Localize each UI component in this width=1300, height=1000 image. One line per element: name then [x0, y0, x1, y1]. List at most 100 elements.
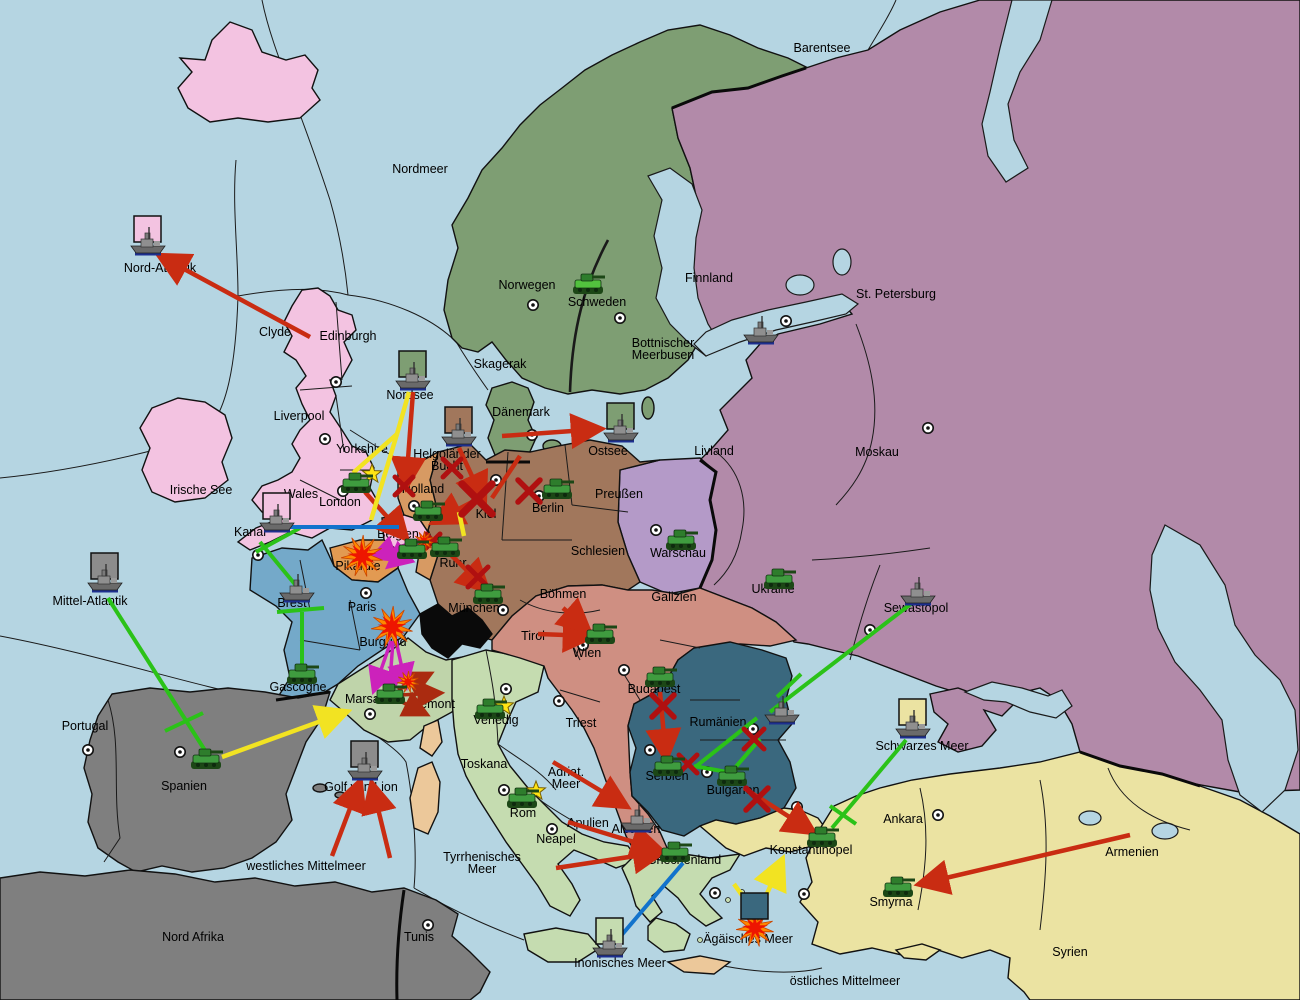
order-attack [913, 832, 1131, 895]
province-label: östliches Mittelmeer [790, 974, 900, 988]
fleet-unit[interactable] [620, 804, 656, 833]
province-label: Nordmeer [392, 162, 448, 176]
fleet-unit[interactable] [743, 316, 779, 345]
army-unit[interactable] [507, 787, 539, 808]
fleet-unit[interactable] [900, 577, 936, 606]
province-label: Golf von Lion [324, 780, 398, 794]
province-label: Spanien [161, 779, 207, 793]
sea-of-azov [963, 681, 1073, 719]
fleet-unit[interactable] [603, 402, 639, 443]
army-unit[interactable] [653, 755, 685, 776]
island-corsica [419, 719, 443, 757]
province-label: Edinburgh [320, 329, 377, 343]
army-unit[interactable] [430, 536, 462, 557]
army-unit[interactable] [666, 529, 698, 550]
army-unit[interactable] [717, 765, 749, 786]
supply-center [499, 682, 512, 695]
supply-center [552, 694, 565, 707]
bounce-x-marker [649, 692, 677, 720]
fleet-unit[interactable] [279, 574, 315, 603]
army-unit[interactable] [883, 876, 915, 897]
army-unit[interactable] [375, 683, 407, 704]
region-ireland[interactable] [139, 397, 233, 503]
order-support [106, 596, 208, 754]
lake-van [1078, 810, 1102, 826]
army-unit[interactable] [807, 826, 839, 847]
supply-center [931, 808, 944, 821]
province-label: Inonisches Meer [574, 956, 666, 970]
supply-center [82, 743, 95, 756]
supply-center [363, 707, 376, 720]
fleet-unit[interactable] [259, 492, 295, 533]
province-label: München [448, 601, 499, 615]
army-unit[interactable] [660, 841, 692, 862]
region-switzerland-impassable [419, 603, 493, 659]
supply-center [779, 314, 792, 327]
army-unit[interactable] [542, 478, 574, 499]
fleet-unit[interactable] [395, 350, 431, 391]
province-label: Syrien [1052, 945, 1087, 959]
province-label: Böhmen [540, 587, 587, 601]
province-label: Berlin [532, 501, 564, 515]
order-support [828, 804, 858, 826]
province-label: Portugal [62, 719, 109, 733]
army-unit[interactable] [397, 538, 429, 559]
army-unit[interactable] [341, 472, 373, 493]
province-label: Clyde [259, 325, 291, 339]
army-unit[interactable] [413, 500, 445, 521]
province-label: Nord Afrika [162, 930, 224, 944]
army-unit[interactable] [287, 663, 319, 684]
fleet-unit[interactable] [87, 552, 123, 593]
order-support [258, 540, 300, 590]
supply-center [329, 375, 342, 388]
order-hold [351, 432, 399, 475]
supply-center [545, 822, 558, 835]
lake-onega [832, 248, 852, 276]
army-unit[interactable] [764, 568, 796, 589]
fleet-unit[interactable] [130, 215, 166, 256]
province-label: St. Petersburg [856, 287, 936, 301]
province-label: Schwarzes Meer [875, 739, 968, 753]
army-unit[interactable] [573, 273, 605, 294]
province-label: Irische See [170, 483, 233, 497]
army-unit[interactable] [645, 666, 677, 687]
province-label: Triest [566, 716, 597, 730]
order-attack [329, 775, 367, 857]
province-label: Toskana [461, 757, 508, 771]
region-iceland[interactable] [177, 21, 321, 123]
order-support [692, 716, 759, 770]
power-borders [275, 66, 1201, 1000]
army-unit[interactable] [473, 583, 505, 604]
fleet-unit[interactable] [740, 892, 769, 920]
order-support [276, 606, 325, 614]
fleet-unit[interactable] [895, 698, 931, 739]
region-iberia[interactable] [83, 687, 332, 873]
region-north-africa[interactable] [0, 869, 491, 1000]
order-hold [368, 433, 400, 521]
region-sicily[interactable] [523, 927, 602, 963]
province-label: Galizien [651, 590, 696, 604]
army-unit[interactable] [585, 623, 617, 644]
fleet-unit[interactable] [347, 740, 383, 781]
army-unit[interactable] [191, 748, 223, 769]
order-attack [551, 760, 632, 810]
bounce-x-marker [458, 480, 496, 518]
fleet-unit[interactable] [764, 696, 800, 725]
fleet-unit[interactable] [441, 406, 477, 447]
province-label: Mittel-Atlantik [52, 594, 128, 608]
units-layer [87, 215, 936, 958]
province-label: Tyrrhenisches Meer [443, 850, 521, 876]
army-unit[interactable] [475, 698, 507, 719]
order-support [693, 764, 728, 774]
order-fallback [399, 680, 446, 709]
province-label: Livland [694, 444, 734, 458]
order-hold [394, 391, 412, 435]
fleet-unit[interactable] [592, 917, 628, 958]
explosion-marker [340, 534, 383, 577]
province-label: Kanal [234, 525, 266, 539]
order-attack [363, 490, 411, 544]
explosion-marker [370, 605, 413, 648]
